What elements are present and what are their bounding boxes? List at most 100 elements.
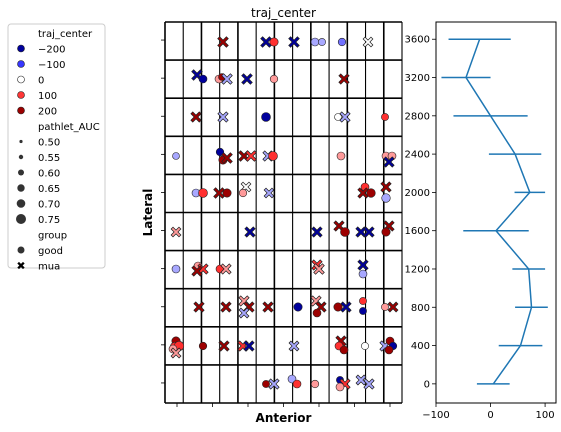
- profile-xtick-label-2: 100: [536, 410, 555, 421]
- profile-xtick-label-1: 0: [487, 410, 493, 421]
- electrode-marker-21: [381, 113, 389, 121]
- electrode-marker-20: [339, 111, 351, 123]
- legend-size-marker-0: [19, 139, 23, 144]
- electrode-marker-45: [381, 193, 391, 203]
- electrode-marker-33: [383, 156, 395, 168]
- legend: traj_center −200 −100 0 100 200 pathlet_AUC 0.5…: [7, 23, 106, 273]
- electrode-marker-1: [260, 36, 272, 48]
- scatter-grid-panel: traj_center Anterior Lateral: [141, 6, 403, 425]
- electrode-marker-51: [355, 226, 367, 238]
- electrode-marker-108: [363, 378, 375, 390]
- electrode-marker-89: [243, 340, 255, 352]
- profile-ytick-label-2: 800: [411, 303, 430, 314]
- electrode-marker-15: [338, 73, 350, 85]
- electrode-marker-17: [217, 111, 229, 123]
- electrode-marker-65: [193, 301, 205, 313]
- electrode-marker-99: [262, 380, 270, 388]
- legend-style-title: group: [38, 231, 67, 242]
- legend-size-label-2: 0.60: [38, 169, 60, 180]
- profile-ytick-label-8: 3200: [405, 73, 430, 84]
- legend-size-label-5: 0.75: [38, 215, 60, 226]
- electrode-marker-40: [263, 187, 275, 199]
- electrode-marker-3: [288, 36, 300, 48]
- legend-hue-label-2: 0: [38, 76, 44, 87]
- electrode-marker-50: [340, 227, 350, 237]
- legend-size-marker-3: [17, 184, 25, 192]
- electrode-marker-25: [221, 152, 233, 164]
- electrode-marker-102: [292, 379, 302, 389]
- electrode-marker-16: [190, 111, 202, 123]
- electrode-marker-103: [310, 379, 320, 389]
- electrode-marker-30: [336, 151, 346, 161]
- electrode-marker-2: [269, 37, 279, 47]
- electrode-marker-6: [337, 37, 347, 47]
- electrode-marker-79: [381, 303, 389, 311]
- electrode-marker-94: [361, 342, 369, 350]
- profile-line: [465, 38, 533, 385]
- legend-hue-marker-3: [17, 91, 25, 99]
- electrode-marker-62: [313, 263, 325, 275]
- legend-size-label-0: 0.50: [38, 138, 60, 149]
- electrode-marker-38: [240, 181, 252, 193]
- profile-ytick-label-3: 1200: [405, 264, 430, 275]
- profile-ytick-label-6: 2400: [405, 150, 430, 161]
- electrode-marker-46: [170, 226, 182, 238]
- electrode-marker-55: [171, 264, 181, 274]
- electrode-marker-87: [218, 340, 230, 352]
- electrode-marker-37: [222, 188, 232, 198]
- profile-line-panel: 0 400 800 1200 1600 2000 2400 2800 3200 3600 −100 0…: [405, 21, 557, 421]
- electrode-marker-107: [355, 374, 367, 386]
- legend-style-marker-1: ✖: [16, 260, 25, 273]
- legend-size-marker-4: [16, 199, 26, 208]
- legend-size-label-1: 0.55: [38, 153, 60, 164]
- electrode-marker-77: [359, 297, 367, 305]
- legend-style-label-0: good: [38, 246, 63, 257]
- electrode-marker-90: [288, 340, 300, 352]
- scatter-title: traj_center: [251, 6, 316, 20]
- electrode-marker-49: [333, 220, 345, 232]
- electrode-marker-85: [170, 347, 182, 359]
- x-axis-label: Anterior: [256, 411, 312, 425]
- legend-hue-label-3: 100: [38, 91, 57, 102]
- electrode-marker-54: [381, 227, 391, 237]
- electrode-marker-76: [340, 301, 352, 313]
- electrode-marker-0: [217, 36, 229, 48]
- electrode-marker-98: [384, 345, 394, 355]
- legend-size-label-4: 0.70: [38, 200, 60, 211]
- electrode-marker-35: [198, 188, 208, 198]
- electrode-marker-75: [333, 302, 343, 312]
- electrode-marker-42: [357, 187, 369, 199]
- profile-ytick-label-5: 2000: [405, 188, 430, 199]
- electrode-marker-106: [335, 382, 345, 392]
- electrode-marker-43: [366, 188, 376, 198]
- profile-ytick-label-1: 400: [411, 341, 430, 352]
- legend-style-label-1: mua: [38, 262, 60, 273]
- electrode-marker-5: [318, 38, 326, 46]
- legend-hue-marker-0: [17, 44, 25, 53]
- legend-hue-label-0: −200: [38, 45, 65, 56]
- electrode-marker-26: [238, 150, 250, 162]
- electrode-marker-9: [198, 74, 208, 84]
- profile-ytick-label-4: 1600: [405, 226, 430, 237]
- electrode-marker-19: [334, 113, 342, 121]
- legend-size-title: pathlet_AUC: [38, 122, 100, 133]
- electrode-marker-86: [198, 341, 208, 351]
- electrode-marker-60: [220, 263, 232, 275]
- electrode-marker-39: [238, 188, 248, 198]
- profile-frame: [435, 21, 557, 404]
- legend-size-label-3: 0.65: [38, 184, 60, 195]
- electrode-marker-64: [358, 269, 368, 279]
- legend-hue-title: traj_center: [38, 29, 93, 40]
- electrode-marker-63: [357, 259, 369, 271]
- electrode-marker-71: [293, 302, 303, 312]
- legend-frame: [7, 23, 106, 269]
- electrode-marker-58: [191, 265, 203, 277]
- electrode-marker-93: [339, 345, 349, 355]
- electrode-marker-69: [238, 307, 250, 319]
- electrode-marker-22: [172, 152, 180, 160]
- electrode-marker-4: [310, 37, 320, 47]
- electrode-marker-29: [268, 151, 278, 161]
- legend-hue-marker-1: [17, 60, 25, 68]
- legend-size-marker-2: [18, 169, 24, 176]
